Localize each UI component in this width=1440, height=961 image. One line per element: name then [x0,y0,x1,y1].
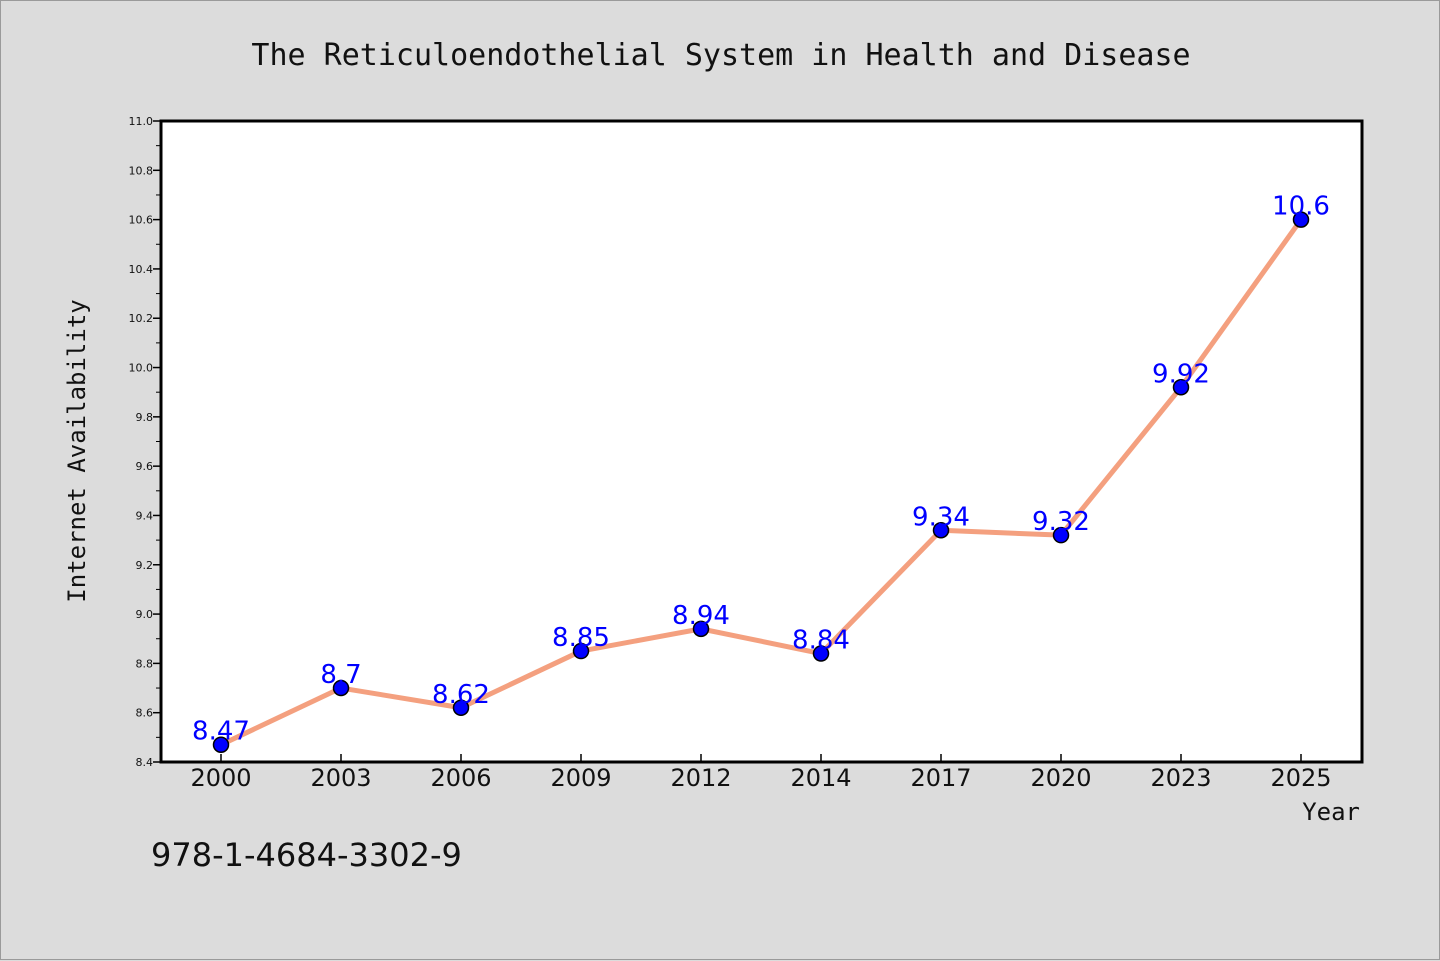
x-tick-label: 2025 [1270,764,1331,792]
data-point [812,645,830,662]
data-point [1292,211,1310,228]
data-label: 8.62 [432,680,490,710]
y-axis: 8.4 8.6 8.8 9.0 9.2 9.4 9.6 9.8 10.0 10.2 10.4 10.6… [129,115,161,769]
x-tick-label: 2020 [1030,764,1091,792]
x-axis-label: Year [1302,798,1360,826]
series-line [218,217,1304,748]
data-point [332,679,350,697]
data-label: 10.6 [1272,192,1330,222]
series-0: 8.47 8.7 8.62 8.85 8.94 8.84 9.34 9.32 9.92 10.6 [192,192,1330,753]
x-tick-label: 2003 [310,764,371,792]
x-tick-label: 2017 [910,764,971,792]
y-tick-label: 8.8 [136,657,154,670]
data-label: 8.85 [552,623,610,653]
x-tick-label: 2014 [790,764,851,792]
data-label: 9.34 [912,502,970,532]
y-tick-label: 10.4 [129,263,154,276]
data-point [932,522,950,539]
y-tick-label: 9.8 [136,411,154,424]
y-axis-label: Internet Availability [63,299,91,602]
y-tick-label: 8.6 [136,707,154,720]
data-point [1052,526,1070,544]
data-label: 8.84 [792,626,850,656]
x-tick-label: 2006 [430,764,491,792]
data-point [452,699,470,717]
data-label: 9.92 [1152,359,1210,389]
y-tick-label: 10.2 [129,312,154,325]
y-tick-label: 9.6 [136,460,154,473]
y-tick-label: 10.0 [129,362,154,375]
y-tick-label: 9.2 [136,559,154,572]
y-tick-label: 11.0 [129,115,154,128]
y-tick-label: 9.4 [136,509,154,522]
y-tick-label: 10.8 [129,164,154,177]
x-tick-label: 2012 [670,764,731,792]
chart-title: The Reticuloendothelial System in Health… [251,38,1190,73]
y-tick-label: 10.6 [129,214,154,227]
data-point [1172,379,1190,396]
isbn-footer: 978-1-4684-3302-9 [151,836,462,874]
data-label: 8.94 [672,601,730,631]
plot-area [159,119,1364,764]
y-tick-label: 8.4 [136,756,154,769]
x-tick-label: 2009 [550,764,611,792]
x-tick-label: 2000 [190,764,251,792]
data-point [212,736,230,753]
data-label: 9.32 [1032,507,1090,537]
x-axis: 2000 2003 2006 2009 2012 2014 2017 2020 2023 2025 [190,754,1332,792]
data-point [692,620,710,638]
data-label: 8.7 [320,660,361,690]
y-tick-label: 9.0 [136,608,154,621]
x-tick-label: 2023 [1150,764,1211,792]
data-point [572,642,590,660]
data-label: 8.47 [192,717,250,747]
